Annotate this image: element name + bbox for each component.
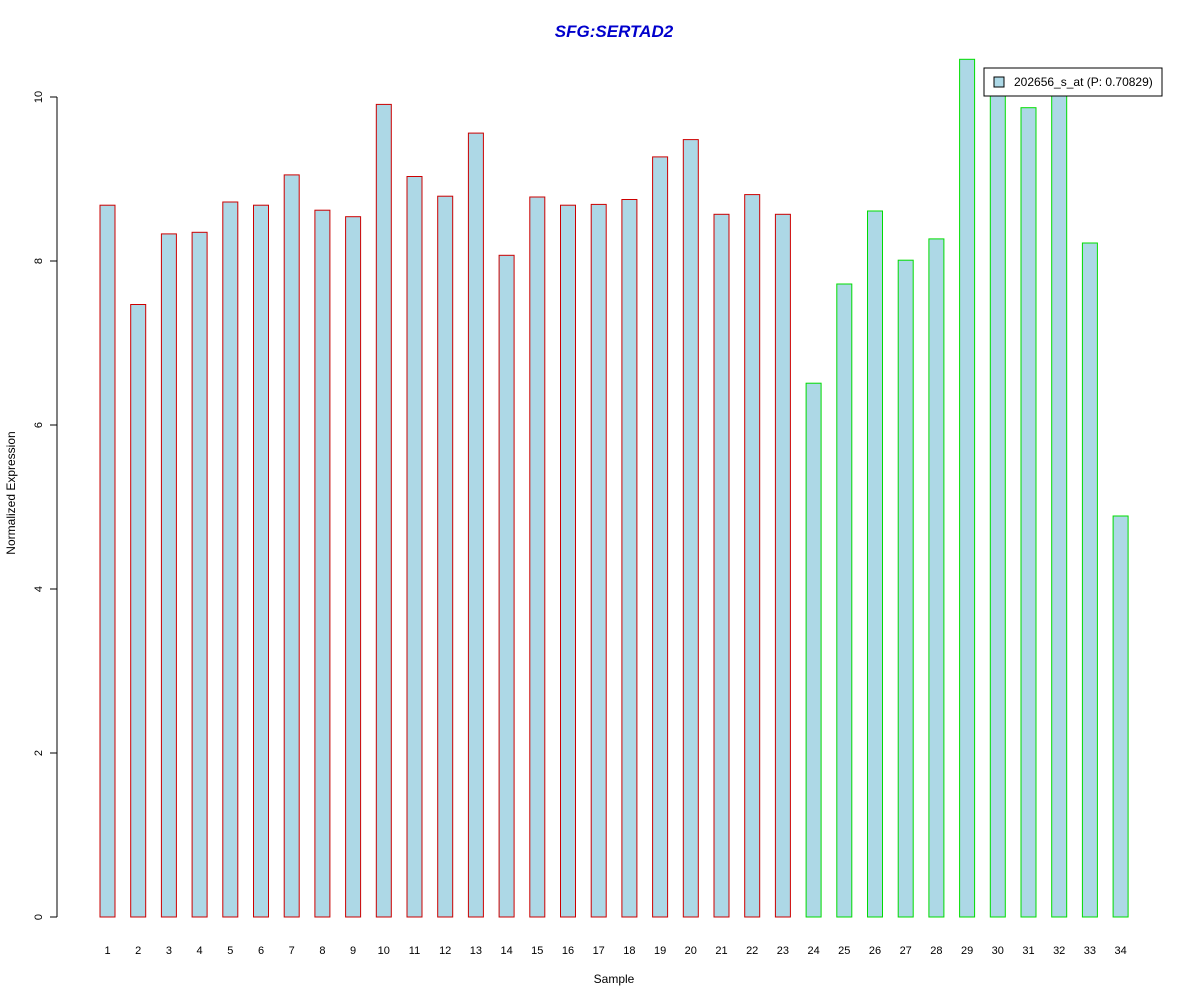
bar-sample-23 xyxy=(774,213,791,918)
bar-sample-32 xyxy=(1051,92,1068,918)
y-axis: 0 2 4 6 8 10 xyxy=(33,91,58,920)
x-tick-label: 17 xyxy=(593,945,605,957)
x-tick-label: 5 xyxy=(227,945,233,957)
bar-sample-24 xyxy=(805,382,822,918)
bar-sample-16 xyxy=(560,204,576,918)
bar-sample-20 xyxy=(682,139,699,918)
bars xyxy=(99,58,1129,918)
bar-sample-18 xyxy=(621,199,638,918)
y-tick-label: 8 xyxy=(33,258,45,264)
bar-sample-34 xyxy=(1112,515,1129,918)
x-tick-label: 2 xyxy=(135,945,141,957)
x-axis-tick-labels: 1 2 3 4 5 6 7 8 9 10 11 12 13 14 15 16 17 18 19 20 21 22 23 24 2… xyxy=(104,945,1126,957)
x-tick-label: 14 xyxy=(500,945,512,957)
bar-sample-30 xyxy=(989,88,1006,918)
y-tick-label: 6 xyxy=(33,422,45,428)
bar-sample-33 xyxy=(1081,242,1098,918)
bar-sample-6 xyxy=(253,204,269,918)
x-tick-label: 16 xyxy=(562,945,574,957)
bar-sample-5 xyxy=(222,201,239,918)
x-tick-label: 25 xyxy=(838,945,850,957)
bar-sample-17 xyxy=(590,203,607,918)
x-tick-label: 7 xyxy=(289,945,295,957)
x-tick-label: 18 xyxy=(623,945,635,957)
bar-sample-29 xyxy=(959,58,976,918)
y-tick-label: 10 xyxy=(33,91,45,103)
legend-box xyxy=(983,67,1163,97)
x-tick-label: 13 xyxy=(470,945,482,957)
bar-sample-26 xyxy=(867,210,883,918)
legend-swatch xyxy=(993,76,1005,88)
bar-sample-8 xyxy=(314,209,331,918)
bar-sample-31 xyxy=(1020,107,1037,918)
y-tick-label: 0 xyxy=(33,914,45,920)
y-tick-label: 4 xyxy=(33,586,45,592)
bar-sample-28 xyxy=(928,238,945,918)
x-tick-label: 4 xyxy=(197,945,203,957)
bar-sample-3 xyxy=(160,233,177,918)
x-tick-label: 23 xyxy=(777,945,789,957)
bar-sample-19 xyxy=(652,156,669,918)
x-tick-label: 30 xyxy=(992,945,1004,957)
x-tick-label: 24 xyxy=(807,945,819,957)
x-tick-label: 27 xyxy=(900,945,912,957)
x-tick-label: 19 xyxy=(654,945,666,957)
y-axis-title: Normalized Expression xyxy=(4,431,18,554)
bar-sample-12 xyxy=(437,195,454,918)
bar-sample-22 xyxy=(744,194,761,918)
x-tick-label: 21 xyxy=(715,945,727,957)
x-tick-label: 15 xyxy=(531,945,543,957)
x-tick-label: 20 xyxy=(685,945,697,957)
bar-sample-1 xyxy=(99,204,116,918)
bar-sample-4 xyxy=(191,231,208,918)
bar-sample-10 xyxy=(375,103,392,918)
x-tick-label: 34 xyxy=(1114,945,1126,957)
chart-title: SFG:SERTAD2 xyxy=(555,22,674,41)
bar-sample-14 xyxy=(498,254,515,918)
x-tick-label: 28 xyxy=(930,945,942,957)
bar-sample-27 xyxy=(897,259,914,918)
x-tick-label: 9 xyxy=(350,945,356,957)
x-tick-label: 11 xyxy=(409,945,420,957)
x-tick-label: 33 xyxy=(1084,945,1096,957)
bar-sample-13 xyxy=(467,132,484,918)
x-tick-label: 32 xyxy=(1053,945,1065,957)
bar-sample-15 xyxy=(529,196,546,918)
x-tick-label: 3 xyxy=(166,945,172,957)
x-tick-label: 31 xyxy=(1022,945,1034,957)
legend: 202656_s_at (P: 0.70829) xyxy=(983,67,1163,97)
x-tick-label: 29 xyxy=(961,945,973,957)
bar-sample-21 xyxy=(713,213,730,918)
x-axis-title: Sample xyxy=(594,972,635,986)
bar-sample-2 xyxy=(130,304,147,918)
bar-sample-25 xyxy=(836,283,853,918)
x-tick-label: 1 xyxy=(104,945,110,957)
x-tick-label: 6 xyxy=(258,945,264,957)
x-tick-label: 10 xyxy=(378,945,390,957)
bar-sample-7 xyxy=(283,174,300,918)
bar-sample-11 xyxy=(406,176,423,918)
x-tick-label: 12 xyxy=(439,945,451,957)
bar-sample-9 xyxy=(345,216,362,918)
y-tick-label: 2 xyxy=(33,750,45,756)
x-tick-label: 22 xyxy=(746,945,758,957)
x-tick-label: 26 xyxy=(869,945,881,957)
legend-label: 202656_s_at (P: 0.70829) xyxy=(1014,75,1153,89)
x-tick-label: 8 xyxy=(319,945,325,957)
